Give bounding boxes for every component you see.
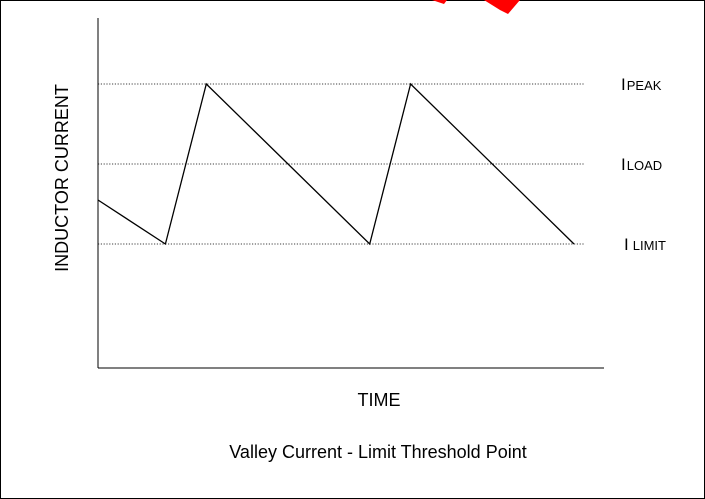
level-label-load-sub: LOAD — [627, 158, 662, 173]
inductor-current-waveform — [97, 82, 575, 246]
diagram-caption: Valley Current - Limit Threshold Point — [229, 442, 526, 462]
level-label-limit-main: I — [624, 235, 629, 254]
level-label-limit: I LIMIT — [624, 235, 666, 254]
level-label-peak-main: I — [621, 75, 626, 94]
x-axis-label: TIME — [358, 390, 401, 410]
level-label-peak: IPEAK — [621, 75, 662, 94]
y-axis-label: INDUCTOR CURRENT — [52, 84, 72, 272]
level-label-load-main: I — [621, 155, 626, 174]
level-label-load: ILOAD — [621, 155, 662, 174]
red-mark — [432, 0, 520, 14]
level-label-limit-sub: LIMIT — [633, 238, 666, 253]
level-label-peak-sub: PEAK — [627, 78, 662, 93]
